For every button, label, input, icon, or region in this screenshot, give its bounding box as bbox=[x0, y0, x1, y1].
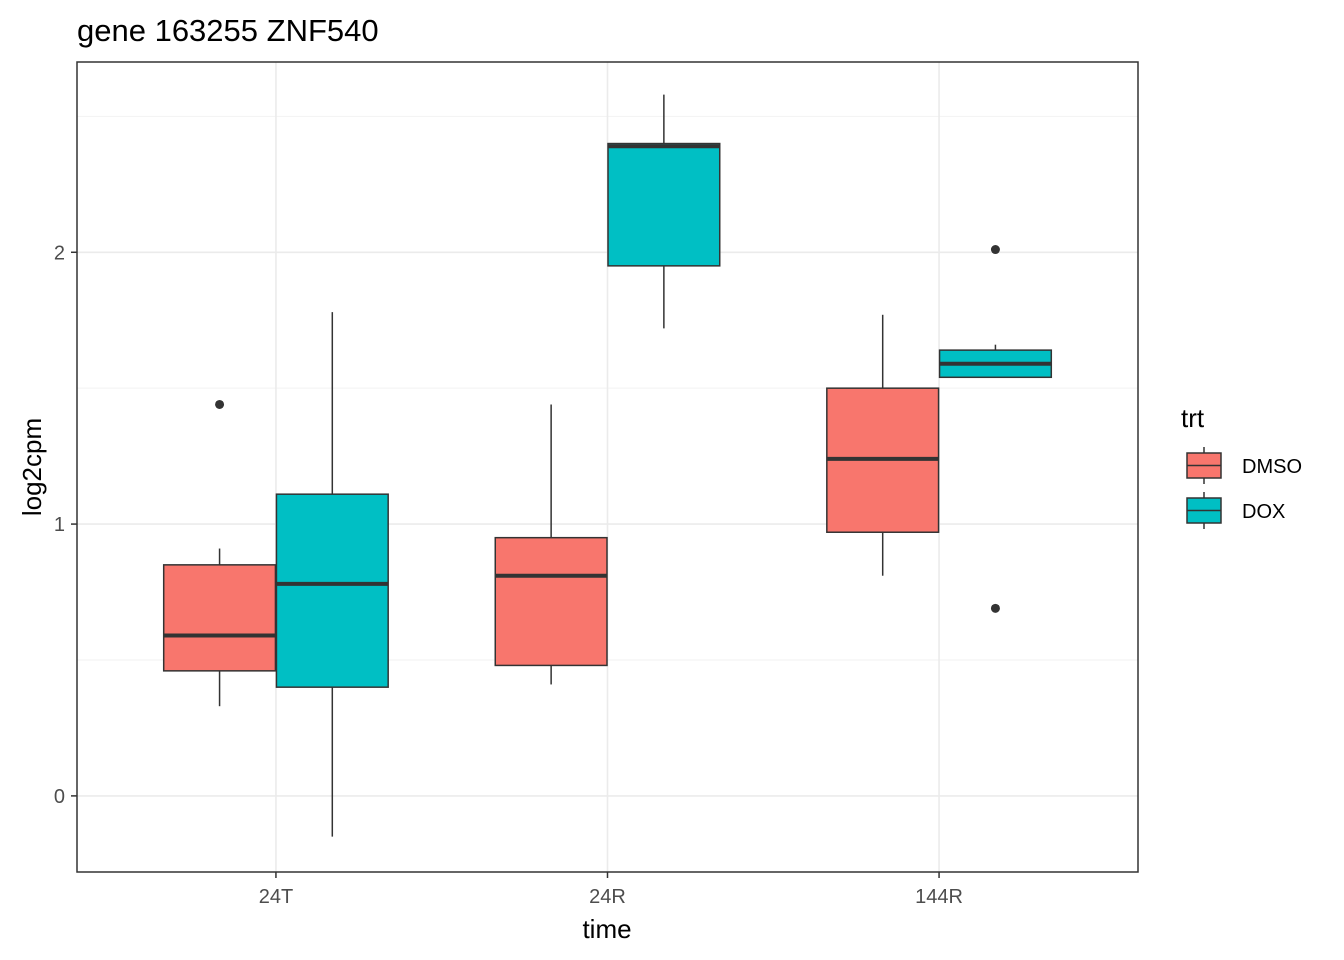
y-tick-label: 1 bbox=[54, 514, 65, 536]
legend-label: DMSO bbox=[1242, 456, 1302, 478]
box-body bbox=[494, 536, 608, 667]
box-body bbox=[275, 493, 389, 688]
box-body bbox=[607, 142, 721, 267]
box-body bbox=[162, 564, 277, 672]
x-tick-label: 24R bbox=[589, 886, 626, 908]
legend-item-dox: DOX bbox=[1186, 492, 1285, 529]
x-axis-title: time bbox=[582, 914, 631, 944]
outlier-point bbox=[990, 603, 1000, 613]
box-dox-24r bbox=[607, 94, 721, 329]
box-dmso-24r bbox=[494, 404, 608, 685]
y-axis-title: log2cpm bbox=[17, 418, 47, 516]
box-dox-144r bbox=[938, 245, 1053, 613]
box-dmso-144r bbox=[826, 314, 940, 576]
legend-item-dmso: DMSO bbox=[1186, 447, 1302, 484]
y-tick-label: 0 bbox=[54, 786, 65, 808]
box-dox-24t bbox=[275, 312, 389, 837]
x-tick-label: 24T bbox=[259, 886, 293, 908]
boxes bbox=[162, 94, 1053, 837]
outlier-point bbox=[215, 399, 225, 409]
y-tick-label: 2 bbox=[54, 242, 65, 264]
legend-label: DOX bbox=[1242, 501, 1285, 523]
legend: trt DMSO DOX bbox=[1181, 403, 1302, 529]
legend-title: trt bbox=[1181, 403, 1205, 433]
outlier-point bbox=[990, 245, 1000, 255]
chart-title: gene 163255 ZNF540 bbox=[77, 13, 379, 48]
box-dmso-24t bbox=[162, 399, 277, 707]
axes: 0 1 2 24T 24R 144R bbox=[54, 242, 963, 908]
x-tick-label: 144R bbox=[915, 886, 963, 908]
